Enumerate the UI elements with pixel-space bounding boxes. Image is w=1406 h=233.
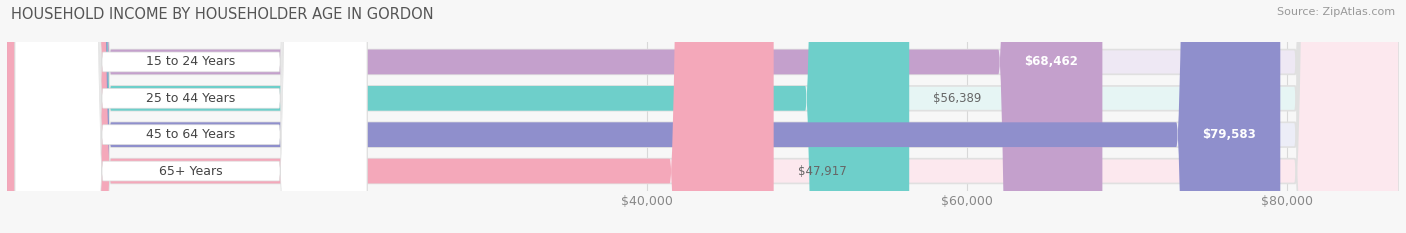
FancyBboxPatch shape	[7, 0, 1281, 233]
Text: 15 to 24 Years: 15 to 24 Years	[146, 55, 236, 69]
Text: 65+ Years: 65+ Years	[159, 164, 222, 178]
FancyBboxPatch shape	[15, 0, 367, 233]
FancyBboxPatch shape	[7, 0, 1399, 233]
FancyBboxPatch shape	[7, 0, 910, 233]
Text: $56,389: $56,389	[934, 92, 981, 105]
Text: $47,917: $47,917	[797, 164, 846, 178]
FancyBboxPatch shape	[7, 0, 1399, 233]
Text: HOUSEHOLD INCOME BY HOUSEHOLDER AGE IN GORDON: HOUSEHOLD INCOME BY HOUSEHOLDER AGE IN G…	[11, 7, 434, 22]
FancyBboxPatch shape	[15, 0, 367, 233]
FancyBboxPatch shape	[7, 0, 1399, 233]
FancyBboxPatch shape	[15, 0, 367, 233]
Text: Source: ZipAtlas.com: Source: ZipAtlas.com	[1277, 7, 1395, 17]
Text: 25 to 44 Years: 25 to 44 Years	[146, 92, 236, 105]
Text: $79,583: $79,583	[1202, 128, 1257, 141]
FancyBboxPatch shape	[7, 0, 1102, 233]
FancyBboxPatch shape	[15, 0, 367, 233]
Text: $68,462: $68,462	[1025, 55, 1078, 69]
FancyBboxPatch shape	[7, 0, 773, 233]
Text: 45 to 64 Years: 45 to 64 Years	[146, 128, 236, 141]
FancyBboxPatch shape	[7, 0, 1399, 233]
